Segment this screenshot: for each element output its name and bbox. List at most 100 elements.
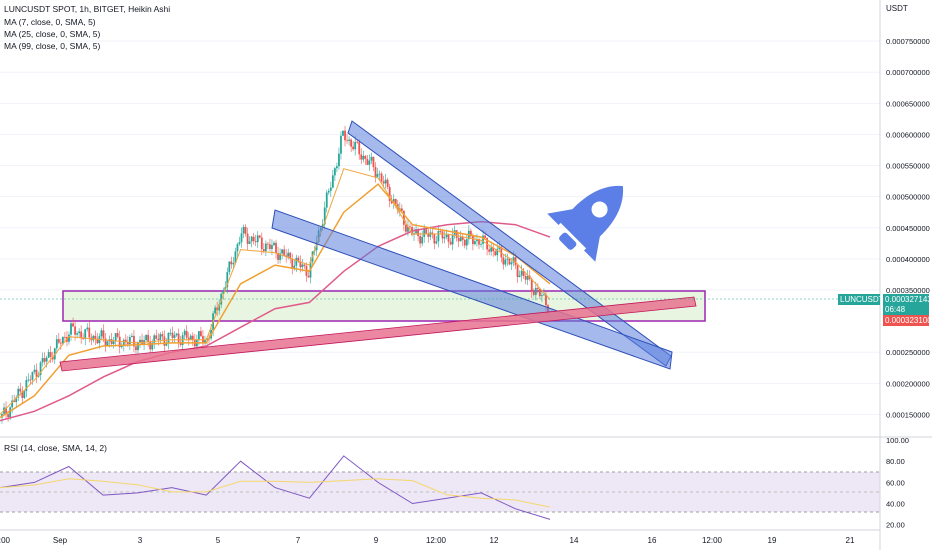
candle-body xyxy=(94,335,97,339)
candle-body xyxy=(366,158,369,165)
time-tick: 3 xyxy=(138,536,143,545)
candle-body xyxy=(480,243,482,245)
candle-body xyxy=(494,251,497,256)
candle-body xyxy=(25,379,28,392)
price-tick: 0.000450000 xyxy=(886,224,930,233)
candle-body xyxy=(463,239,466,246)
candle-body xyxy=(364,155,367,159)
candle-body xyxy=(407,226,409,232)
chart-title[interactable]: LUNCUSDT SPOT, 1h, BITGET, Heikin Ashi xyxy=(4,4,171,14)
rsi-legend[interactable]: RSI (14, close, SMA, 14, 2) xyxy=(4,443,107,453)
candle-body xyxy=(260,237,263,250)
price-tick: 0.000400000 xyxy=(886,255,930,264)
candle-body xyxy=(59,342,62,344)
candle-body xyxy=(342,130,344,136)
time-tick: 7 xyxy=(296,536,301,545)
candle-body xyxy=(508,258,511,265)
candle-body xyxy=(102,330,105,339)
candle-body xyxy=(72,323,74,327)
candle-body xyxy=(390,201,393,204)
candle-body xyxy=(362,155,365,160)
candle-body xyxy=(382,181,385,184)
candle-body xyxy=(17,388,20,398)
candle-body xyxy=(37,374,40,377)
rsi-tick: 40.00 xyxy=(886,500,905,509)
candle-body xyxy=(323,207,326,225)
price-axis[interactable]: 0.000750000 0.000700000 0.000650000 0.00060… xyxy=(886,37,930,419)
candle-body xyxy=(51,356,54,360)
candle-body xyxy=(200,331,202,337)
candle-body xyxy=(492,247,495,252)
candle-body xyxy=(329,187,332,191)
candle-body xyxy=(380,173,383,182)
candle-body xyxy=(258,235,261,238)
candle-body xyxy=(490,247,493,252)
ma7-line xyxy=(0,168,551,415)
candle-body xyxy=(327,190,330,193)
candle-body xyxy=(338,153,340,167)
candle-body xyxy=(191,335,194,341)
candle-body xyxy=(264,243,267,252)
candle-body xyxy=(128,337,131,345)
candle-body xyxy=(360,154,363,160)
time-tick: 16 xyxy=(648,536,657,545)
candle-body xyxy=(137,342,139,351)
time-tick: 12:00 xyxy=(702,536,723,545)
ma7-legend[interactable]: MA (7, close, 0, SMA, 5) xyxy=(4,17,96,27)
candle-body xyxy=(86,327,89,330)
candle-body xyxy=(457,237,460,242)
candle-body xyxy=(145,334,148,341)
candle-body xyxy=(275,242,277,253)
support-trendline[interactable] xyxy=(59,296,697,372)
ma25-legend[interactable]: MA (25, close, 0, SMA, 5) xyxy=(4,29,101,39)
candle-body xyxy=(141,339,143,344)
candle-body xyxy=(161,334,164,337)
candle-body xyxy=(478,239,480,245)
candle-body xyxy=(303,264,306,266)
candle-body xyxy=(104,338,107,346)
candle-body xyxy=(301,264,304,268)
ma99-legend[interactable]: MA (99, close, 0, SMA, 5) xyxy=(4,41,101,51)
price-tick: 0.000500000 xyxy=(886,193,930,202)
candle-body xyxy=(289,252,292,259)
candle-body xyxy=(538,289,541,297)
candle-body xyxy=(76,333,79,335)
candle-body xyxy=(45,357,48,362)
candle-body xyxy=(287,252,290,257)
candle-body xyxy=(35,369,38,377)
candle-body xyxy=(204,339,206,343)
candle-body xyxy=(27,379,30,381)
candle-body xyxy=(336,166,338,169)
candle-body xyxy=(500,246,503,258)
candle-body xyxy=(262,249,265,252)
candle-body xyxy=(331,175,334,188)
grid xyxy=(0,40,880,415)
candle-body xyxy=(232,263,235,265)
candle-body xyxy=(530,279,533,292)
candle-body xyxy=(116,333,119,337)
candle-body xyxy=(283,249,286,256)
ma25-line xyxy=(0,183,551,419)
candle-body xyxy=(502,257,505,265)
candle-body xyxy=(70,323,72,335)
candle-body xyxy=(183,330,186,336)
candle-body xyxy=(149,341,152,350)
candle-body xyxy=(169,332,172,334)
candle-body xyxy=(126,342,129,345)
candle-body xyxy=(242,226,245,234)
candle-body xyxy=(443,236,446,239)
candle-body xyxy=(299,261,302,268)
time-axis[interactable]: 12:00 Sep 3 5 7 9 12:00 12 14 16 12:00 19 21 xyxy=(0,536,855,545)
candle-body xyxy=(271,245,273,249)
candle-body xyxy=(451,234,454,245)
candle-body xyxy=(153,335,156,343)
candle-body xyxy=(185,330,188,338)
lower-channel-band[interactable] xyxy=(271,209,673,370)
candle-body xyxy=(139,339,141,343)
candle-body xyxy=(277,252,279,260)
candle-body xyxy=(447,234,450,242)
rsi-axis[interactable]: 100.00 80.00 60.00 40.00 20.00 xyxy=(886,436,909,530)
candle-body xyxy=(405,224,407,232)
candle-body xyxy=(522,270,525,276)
